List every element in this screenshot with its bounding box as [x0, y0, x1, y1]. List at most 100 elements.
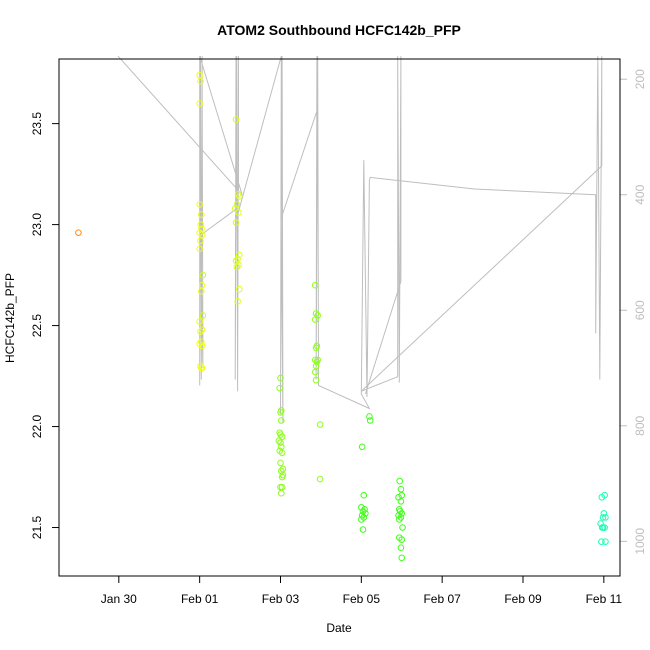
y2-tick-label: 1000: [633, 528, 647, 555]
data-point: [196, 100, 203, 107]
y2-tick-label: 400: [633, 184, 647, 204]
data-point: [311, 356, 319, 364]
y2-tick-label: 800: [633, 415, 647, 435]
data-point: [313, 358, 321, 366]
data-point: [358, 516, 365, 523]
y-axis: 21.5 22.0 22.5 23.0 23.5: [30, 112, 59, 540]
data-point: [277, 374, 284, 382]
data-point: [199, 271, 207, 279]
data-point: [312, 362, 320, 370]
data-point: [232, 116, 240, 123]
data-point: [232, 219, 240, 226]
data-point: [196, 318, 203, 325]
data-points-layer: [75, 71, 609, 562]
data-point: [233, 263, 241, 271]
data-point: [398, 510, 406, 517]
data-point: [277, 489, 285, 497]
data-point: [311, 316, 319, 323]
data-point: [397, 485, 405, 493]
data-point: [235, 285, 243, 293]
data-point: [198, 326, 206, 333]
secondary-y-axis: 200 400 600 800 1000: [620, 69, 647, 555]
data-point: [235, 209, 242, 216]
data-point: [602, 538, 609, 545]
y-tick-label: 22.0: [30, 415, 44, 439]
data-point: [278, 473, 286, 481]
data-point: [277, 417, 285, 424]
data-point: [396, 477, 404, 485]
y-tick-label: 21.5: [30, 516, 44, 540]
data-point: [599, 514, 607, 521]
data-point: [600, 510, 608, 517]
data-point: [396, 516, 403, 523]
data-point: [275, 437, 283, 444]
data-point: [362, 510, 369, 517]
data-point: [311, 368, 319, 376]
data-point: [396, 508, 404, 515]
data-point: [235, 193, 243, 200]
data-point: [196, 201, 203, 208]
x-tick-label: Jan 30: [101, 592, 137, 606]
altitude-track-layer: [117, 55, 603, 423]
data-point: [399, 524, 406, 531]
data-point: [598, 538, 605, 545]
data-point: [198, 231, 206, 238]
data-point: [602, 514, 609, 521]
data-point: [196, 71, 203, 79]
y-axis-label: HCFC142b_PFP: [3, 273, 17, 363]
y-tick-label: 22.5: [30, 314, 44, 338]
plot-frame: [58, 58, 621, 577]
data-point: [601, 491, 608, 499]
data-point: [198, 281, 206, 289]
data-point: [234, 298, 241, 305]
x-tick-label: Feb 03: [262, 592, 300, 606]
data-point: [312, 344, 320, 352]
x-tick-label: Feb 01: [181, 592, 219, 606]
data-point: [277, 459, 284, 467]
x-tick-label: Feb 07: [423, 592, 461, 606]
chart-title: ATOM2 Southbound HCFC142b_PFP: [217, 22, 461, 38]
x-tick-label: Feb 09: [504, 592, 542, 606]
data-point: [312, 310, 320, 317]
data-point: [276, 384, 283, 392]
y-tick-label: 23.0: [30, 213, 44, 237]
data-point: [197, 328, 204, 335]
x-axis: Jan 30 Feb 01 Feb 03 Feb 05 Feb 07 Feb 09 Feb …: [101, 575, 623, 606]
data-point: [197, 211, 205, 218]
data-point: [366, 413, 373, 420]
y-tick-label: 23.5: [30, 112, 44, 136]
data-point: [358, 443, 366, 451]
data-point: [397, 514, 405, 521]
data-point: [235, 261, 242, 269]
data-point: [233, 201, 241, 208]
data-point: [231, 205, 239, 212]
data-point: [358, 512, 366, 519]
data-point: [75, 229, 82, 236]
data-point: [398, 536, 406, 543]
data-point: [397, 544, 405, 552]
data-point: [277, 431, 284, 438]
data-point: [198, 342, 206, 350]
data-point: [197, 237, 204, 245]
x-axis-label: Date: [326, 621, 352, 635]
data-point: [311, 281, 319, 289]
x-tick-label: Feb 05: [343, 592, 381, 606]
data-point: [277, 467, 285, 475]
x-tick-label: Feb 11: [586, 592, 623, 606]
data-point: [196, 245, 203, 253]
data-point: [235, 251, 243, 259]
data-point: [366, 417, 374, 424]
data-point: [601, 524, 608, 531]
data-point: [278, 483, 286, 491]
data-point: [199, 312, 207, 319]
data-point: [598, 524, 606, 531]
data-point: [277, 439, 284, 447]
data-point: [398, 554, 406, 562]
data-point: [360, 491, 368, 499]
y2-tick-label: 200: [633, 69, 647, 89]
y2-tick-label: 600: [633, 300, 647, 320]
data-point: [277, 443, 285, 451]
data-point: [398, 491, 406, 499]
data-point: [278, 433, 286, 440]
